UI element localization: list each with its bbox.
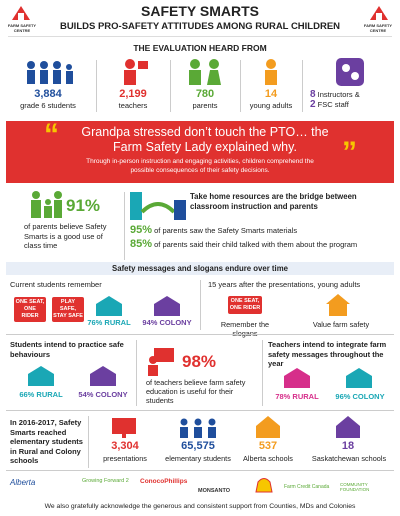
stat-label: teachers <box>118 101 148 110</box>
reach-text: In 2016-2017, Safety Smarts reached elem… <box>10 418 83 465</box>
adults-title: 15 years after the presentations, young … <box>208 280 361 289</box>
parents-icon <box>189 59 221 85</box>
quote-mark: “ <box>44 118 59 151</box>
slogan-sign: ONE SEAT, ONE RIDER <box>228 296 262 314</box>
logo-text: FARM SAFETY CENTRE <box>7 23 37 33</box>
colony-icon <box>154 296 180 316</box>
students-icon <box>180 418 216 438</box>
stat-number: 2 <box>310 99 316 110</box>
family-icon <box>31 191 62 218</box>
school-icon <box>336 416 360 438</box>
school-icon <box>256 416 280 438</box>
reach-label: Alberta schools <box>243 454 293 463</box>
reach-label: Saskatchewan schools <box>311 454 387 463</box>
reach-number: 65,575 <box>181 440 215 452</box>
stat-number: 8 <box>310 89 316 100</box>
colony-icon <box>346 368 372 388</box>
subtitle: BUILDS PRO-SAFETY ATTITUDES AMONG RURAL … <box>59 21 341 32</box>
resources-percent: 95% <box>130 224 153 236</box>
teachers-percent: 98% <box>182 352 217 371</box>
adults-label: Value farm safety <box>312 320 370 329</box>
colony-stat: 94% COLONY <box>142 318 192 327</box>
logo-text: FARM SAFETY CENTRE <box>363 23 393 33</box>
rural-stat: 66% RURAL <box>19 390 63 399</box>
footer: We also gratefully acknowledge the gener… <box>44 503 356 510</box>
staff-icon <box>336 58 364 86</box>
shell-logo <box>255 478 273 493</box>
logo-icon <box>370 6 388 20</box>
stat-label: parents <box>192 101 218 110</box>
colony-stat: 54% COLONY <box>78 390 128 399</box>
sponsor: ConocoPhillips <box>140 478 188 485</box>
resources-text: of parents saw the Safety Smarts materia… <box>154 226 298 235</box>
reach-number: 18 <box>341 440 355 452</box>
reach-label: elementary students <box>165 454 231 463</box>
teacher-board-icon <box>148 348 174 376</box>
stat-number: 3,884 <box>34 88 62 100</box>
slogan-sign: ONE SEAT, ONE RIDER <box>14 297 46 322</box>
parents-percent: 91% <box>66 196 101 215</box>
stat-label: Instructors & <box>317 90 360 99</box>
sponsor: COMMUNITY FOUNDATION <box>340 482 370 492</box>
current-title: Current students remember <box>10 280 102 289</box>
resources-text: of parents said their child talked with … <box>154 240 358 249</box>
resources-item: 85% of parents said their child talked w… <box>130 238 396 250</box>
colony-icon <box>90 366 116 386</box>
quote-text: Grandpa stressed don’t touch the PTO… th… <box>81 125 329 154</box>
slogans-heading: Safety messages and slogans endure over … <box>6 262 394 275</box>
house-icon <box>326 294 350 316</box>
rural-stat: 76% RURAL <box>87 318 131 327</box>
teacher-icon <box>124 59 148 85</box>
presentation-icon <box>112 418 136 438</box>
resources-heading: Take home resources are the bridge betwe… <box>190 192 357 211</box>
slogan-sign: PLAY SAFE, STAY SAFE <box>52 297 84 322</box>
stat-label: grade 6 students <box>20 101 76 110</box>
young-adult-icon <box>265 59 277 85</box>
sponsor: Alberta <box>10 478 36 487</box>
sponsor: MONSANTO <box>198 488 230 494</box>
resources-percent: 85% <box>130 238 153 250</box>
resources-item: 95% of parents saw the Safety Smarts mat… <box>130 224 396 236</box>
stat-label: FSC staff <box>317 100 349 109</box>
adults-label: Remember the slogans <box>220 320 270 338</box>
farm-icon <box>96 296 122 316</box>
teachers-title: Teachers intend to integrate farm safety… <box>268 340 387 368</box>
stat-label: young adults <box>249 101 293 110</box>
students-icon <box>27 61 73 84</box>
quote-mark: ” <box>342 136 357 169</box>
sponsor: Growing Forward 2 <box>82 478 129 484</box>
staff-text: 8 Instructors & 2 FSC staff <box>310 90 398 110</box>
farm-icon <box>284 368 310 388</box>
stat-number: 780 <box>195 88 215 100</box>
quote-banner <box>6 121 394 183</box>
students-title: Students intend to practice safe behavio… <box>10 340 124 359</box>
bridge-icon <box>130 192 186 220</box>
sponsor: Farm Credit Canada <box>284 484 330 490</box>
title: SAFETY SMARTS <box>141 3 259 19</box>
parents-text: of parents believe Safety Smarts is a go… <box>24 222 107 250</box>
logo-icon <box>12 6 30 20</box>
farm-icon <box>28 366 54 386</box>
stat-number: 2,199 <box>119 88 147 100</box>
section-heading: THE EVALUATION HEARD FROM <box>133 43 267 53</box>
teachers-text: of teachers believe farm safety educatio… <box>146 378 246 405</box>
quote-caption: Through in-person instruction and engagi… <box>86 158 314 174</box>
stat-number: 14 <box>264 88 278 100</box>
reach-label: presentations <box>103 454 147 463</box>
reach-number: 537 <box>258 440 278 452</box>
reach-number: 3,304 <box>111 440 139 452</box>
colony-stat: 96% COLONY <box>335 392 385 401</box>
rural-stat: 78% RURAL <box>275 392 319 401</box>
